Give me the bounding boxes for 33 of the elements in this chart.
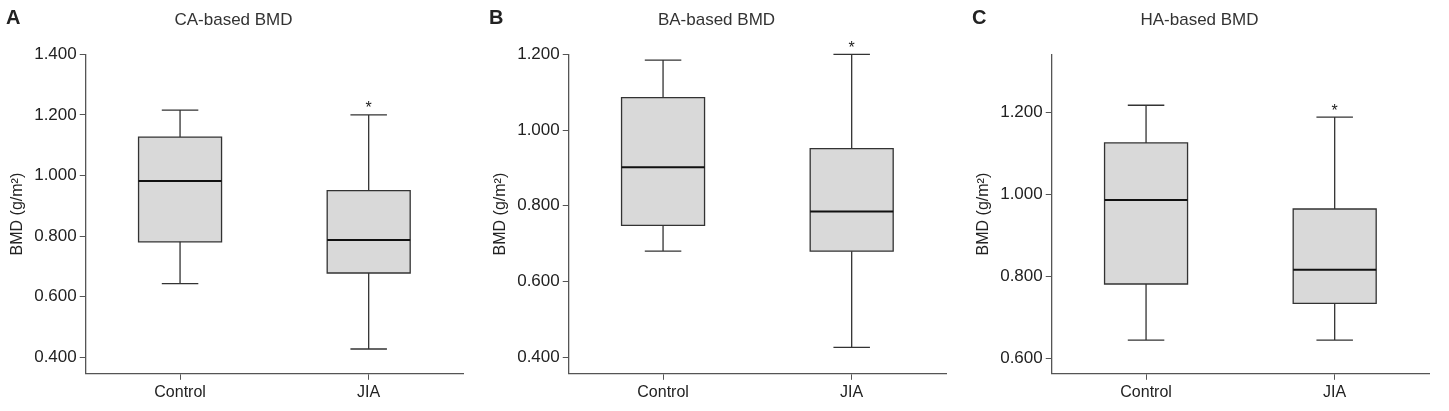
x-tick-label: JIA [840, 382, 864, 400]
text: B [489, 5, 504, 28]
y-tick-label: 0.600 [34, 286, 77, 306]
x-tick-label: Control [637, 382, 689, 400]
y-tick-label: 1.200 [517, 44, 560, 64]
annotation: * [365, 99, 372, 117]
y-tick-label: 0.800 [1000, 265, 1043, 285]
y-tick-label: 0.400 [34, 346, 77, 366]
chart-title: HA-based BMD [1140, 9, 1259, 29]
y-tick-label: 1.400 [34, 44, 77, 64]
chart-title: CA-based BMD [174, 9, 293, 29]
y-tick-label: 1.200 [34, 104, 77, 124]
annotation: * [1331, 101, 1338, 119]
y-axis-title: BMD (g/m²) [8, 172, 26, 256]
x-tick-label: JIA [1323, 382, 1347, 400]
y-tick-label: 0.400 [517, 346, 560, 366]
y-tick-label: 0.600 [1000, 347, 1043, 367]
x-tick-label: Control [154, 382, 206, 400]
chart-title: BA-based BMD [657, 9, 776, 29]
x-tick-label: Control [1120, 382, 1172, 400]
text: A [6, 5, 21, 28]
y-axis-title: BMD (g/m²) [974, 172, 992, 256]
y-axis-title: BMD (g/m²) [491, 172, 509, 256]
y-tick-label: 0.800 [34, 225, 77, 245]
y-tick-label: 0.800 [517, 195, 560, 215]
annotation: * [848, 38, 855, 56]
y-tick-label: 1.200 [1000, 101, 1043, 121]
y-tick-label: 0.600 [517, 271, 560, 291]
y-tick-label: 1.000 [1000, 183, 1043, 203]
text: C [972, 5, 987, 28]
x-tick-label: JIA [357, 382, 381, 400]
y-tick-label: 1.000 [517, 119, 560, 139]
y-tick-label: 1.000 [34, 165, 77, 185]
